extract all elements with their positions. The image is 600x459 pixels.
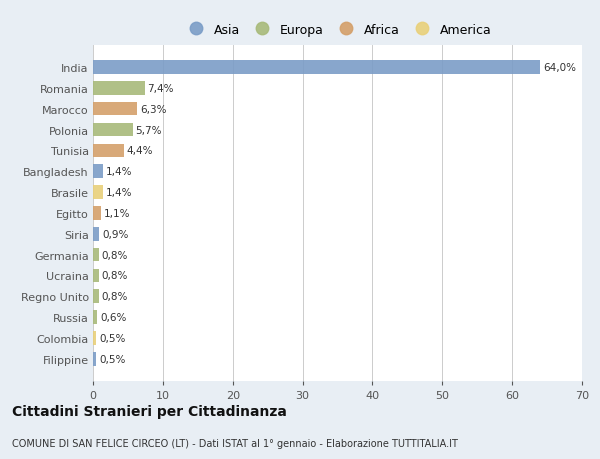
Text: 0,9%: 0,9% [102, 229, 128, 239]
Text: 4,4%: 4,4% [127, 146, 153, 156]
Bar [93, 207, 101, 220]
Text: 64,0%: 64,0% [543, 63, 576, 73]
Bar [93, 186, 103, 199]
Bar [93, 103, 137, 116]
Bar [93, 82, 145, 95]
Text: COMUNE DI SAN FELICE CIRCEO (LT) - Dati ISTAT al 1° gennaio - Elaborazione TUTTI: COMUNE DI SAN FELICE CIRCEO (LT) - Dati … [12, 438, 458, 448]
Text: Cittadini Stranieri per Cittadinanza: Cittadini Stranieri per Cittadinanza [12, 404, 287, 419]
Text: 0,5%: 0,5% [99, 333, 125, 343]
Bar [93, 352, 97, 366]
Bar [93, 290, 98, 303]
Text: 7,4%: 7,4% [148, 84, 174, 94]
Text: 0,8%: 0,8% [101, 291, 128, 302]
Bar [93, 248, 98, 262]
Bar [93, 311, 97, 324]
Bar [93, 165, 103, 179]
Text: 0,8%: 0,8% [101, 250, 128, 260]
Text: 1,4%: 1,4% [106, 188, 132, 198]
Bar [93, 331, 97, 345]
Bar [93, 144, 124, 158]
Text: 0,6%: 0,6% [100, 313, 127, 322]
Text: 6,3%: 6,3% [140, 105, 166, 114]
Text: 0,5%: 0,5% [99, 354, 125, 364]
Text: 0,8%: 0,8% [101, 271, 128, 281]
Text: 5,7%: 5,7% [136, 125, 162, 135]
Text: 1,1%: 1,1% [103, 208, 130, 218]
Bar [93, 61, 540, 75]
Bar [93, 269, 98, 283]
Bar [93, 228, 99, 241]
Legend: Asia, Europa, Africa, America: Asia, Europa, Africa, America [179, 19, 496, 42]
Bar [93, 123, 133, 137]
Text: 1,4%: 1,4% [106, 167, 132, 177]
